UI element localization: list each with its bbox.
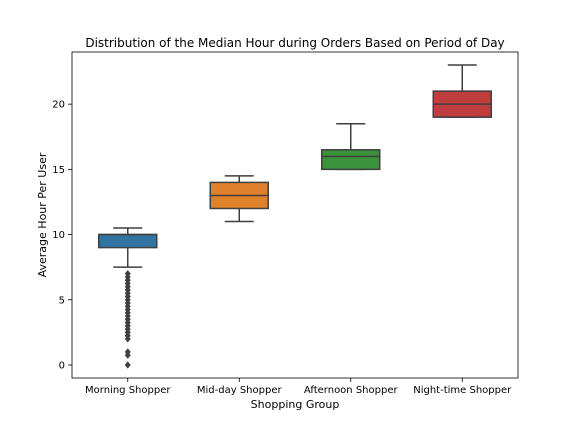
x-tick-label: Mid-day Shopper bbox=[197, 385, 283, 396]
box-iqr bbox=[98, 233, 158, 249]
outlier-point bbox=[124, 335, 131, 343]
outlier-point bbox=[124, 351, 131, 359]
y-tick-label: 20 bbox=[52, 100, 65, 111]
y-tick-label: 10 bbox=[52, 230, 65, 241]
outlier-point bbox=[124, 361, 131, 369]
x-tick-label: Night-time Shopper bbox=[413, 385, 512, 396]
chart-title: Distribution of the Median Hour during O… bbox=[85, 36, 504, 50]
x-tick-label: Afternoon Shopper bbox=[304, 385, 399, 396]
box-iqr bbox=[321, 149, 381, 171]
y-tick-label: 0 bbox=[59, 360, 65, 371]
y-tick-label: 15 bbox=[52, 165, 65, 176]
x-axis-label: Shopping Group bbox=[251, 398, 340, 411]
y-tick-label: 5 bbox=[59, 295, 65, 306]
plot-area: 0 5 10 15 20 Morning Shopper Mid-day Shopper Af… bbox=[52, 64, 512, 396]
x-tick-label: Morning Shopper bbox=[85, 385, 171, 396]
axes-frame bbox=[71, 51, 519, 379]
y-axis-label: Average Hour Per User bbox=[36, 152, 49, 277]
